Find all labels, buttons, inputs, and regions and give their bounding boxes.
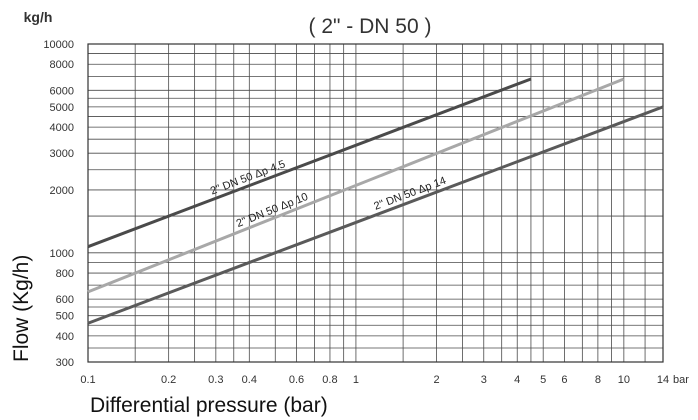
y-tick-label: 300 [56, 357, 74, 369]
y-tick-label: 6000 [50, 85, 74, 97]
x-axis-label: Differential pressure (bar) [90, 394, 328, 417]
y-tick-label: 4000 [50, 122, 74, 134]
series-line-3 [87, 105, 664, 325]
y-tick-label: 10000 [43, 39, 74, 51]
y-tick-label: 600 [56, 294, 74, 306]
x-tick-label: 2 [434, 374, 440, 386]
y-tick-label: 3000 [50, 148, 74, 160]
y-unit-label: kg/h [24, 9, 53, 25]
x-tick-label: 5 [540, 374, 546, 386]
series-lines: 2" DN 50 Δp 4.52" DN 50 Δp 10 2" DN 50 Δp… [87, 77, 664, 325]
series-line-2 [87, 77, 625, 294]
y-tick-label: 800 [56, 268, 74, 280]
x-tick-label: 0.3 [208, 374, 223, 386]
x-tick-label: 8 [595, 374, 601, 386]
series-line-1 [87, 77, 532, 249]
x-tick-label: 14 [657, 374, 669, 386]
y-tick-label: 5000 [50, 102, 74, 114]
y-tick-label: 2000 [50, 185, 74, 197]
series-label-2: 2" DN 50 Δp 10 [235, 191, 310, 230]
x-tick-label: 0.2 [161, 374, 176, 386]
tick-labels: 0.1 0.2 0.3 0.4 0.6 0.8 1 2 3 4 5 6 8 10 14 300 400 500 60… [43, 39, 669, 386]
x-tick-label: 0.6 [289, 374, 304, 386]
grid [87, 43, 664, 363]
x-unit-label: bar [673, 374, 689, 386]
y-axis-label: Flow (Kg/h) [10, 255, 33, 362]
x-tick-label: 10 [618, 374, 630, 386]
x-tick-label: 0.8 [322, 374, 337, 386]
y-tick-label: 1000 [50, 248, 74, 260]
y-tick-label: 8000 [50, 59, 74, 71]
x-tick-label: 0.4 [242, 374, 257, 386]
y-tick-label: 400 [56, 331, 74, 343]
x-tick-label: 1 [353, 374, 359, 386]
x-tick-label: 0.1 [80, 374, 95, 386]
x-tick-label: 4 [514, 374, 520, 386]
y-tick-label: 500 [56, 311, 74, 323]
chart-title: ( 2" - DN 50 ) [309, 15, 432, 38]
plot-frame [87, 43, 664, 363]
x-tick-label: 3 [481, 374, 487, 386]
x-tick-label: 6 [561, 374, 567, 386]
